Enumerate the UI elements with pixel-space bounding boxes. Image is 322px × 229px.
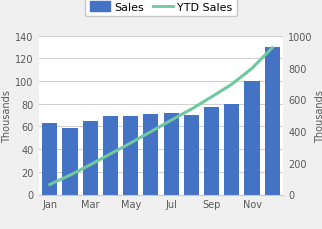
Bar	[204, 108, 219, 195]
Bar	[184, 116, 199, 195]
Y-axis label: Thousands: Thousands	[3, 89, 13, 142]
Bar	[62, 128, 78, 195]
Bar	[83, 121, 98, 195]
Bar	[265, 48, 280, 195]
Bar	[244, 82, 260, 195]
Legend: Sales, YTD Sales: Sales, YTD Sales	[85, 0, 237, 17]
Y-axis label: Thousands: Thousands	[316, 89, 322, 142]
Bar	[224, 104, 239, 195]
Bar	[123, 117, 138, 195]
Bar	[42, 124, 57, 195]
Bar	[164, 113, 179, 195]
Bar	[143, 114, 158, 195]
Bar	[103, 117, 118, 195]
